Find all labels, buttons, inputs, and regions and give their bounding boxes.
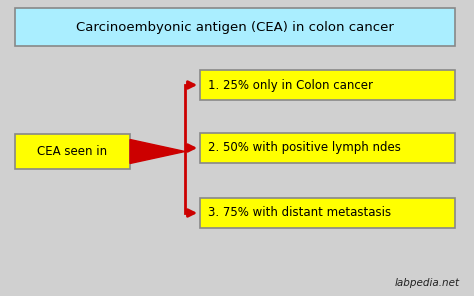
FancyBboxPatch shape xyxy=(15,8,455,46)
Text: labpedia.net: labpedia.net xyxy=(395,278,460,288)
Text: CEA seen in: CEA seen in xyxy=(37,145,108,158)
Text: Carcinoembyonic antigen (CEA) in colon cancer: Carcinoembyonic antigen (CEA) in colon c… xyxy=(76,20,394,33)
FancyBboxPatch shape xyxy=(200,198,455,228)
Text: 1. 25% only in Colon cancer: 1. 25% only in Colon cancer xyxy=(208,78,373,91)
FancyBboxPatch shape xyxy=(200,70,455,100)
Text: 2. 50% with positive lymph ndes: 2. 50% with positive lymph ndes xyxy=(208,141,401,155)
Text: 3. 75% with distant metastasis: 3. 75% with distant metastasis xyxy=(208,207,391,220)
FancyBboxPatch shape xyxy=(200,133,455,163)
FancyBboxPatch shape xyxy=(15,134,130,169)
Polygon shape xyxy=(130,139,185,163)
